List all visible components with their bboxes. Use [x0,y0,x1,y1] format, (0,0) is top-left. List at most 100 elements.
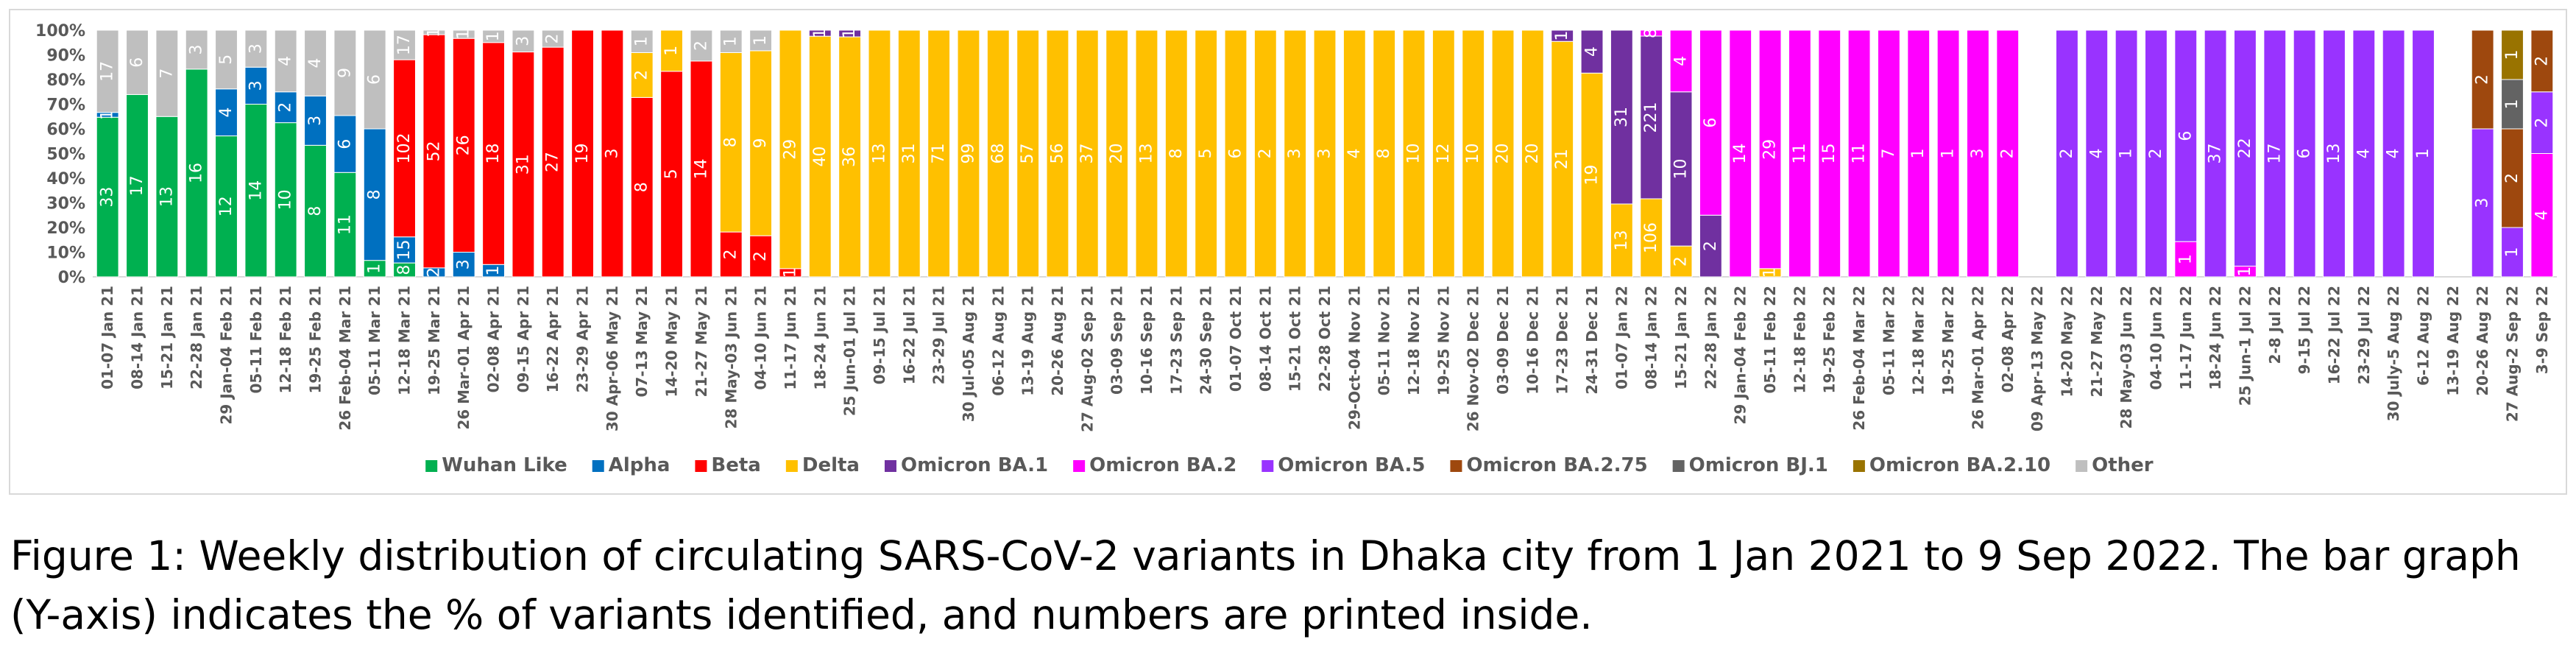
bar-segment-alpha [333,115,357,173]
bar-value-label: 2 [751,251,770,261]
bar-segment-delta [927,29,951,278]
bar-segment-wuhan-like [126,94,149,278]
legend-swatch [1262,460,1274,472]
bar-segment-omicron-ba-5 [2530,91,2554,154]
x-tick-label: 2-8 Jul 22 [2266,286,2284,364]
bar-segment-beta [452,38,475,253]
bar-segment-delta [1342,29,1366,278]
bar-group: 17 [2263,29,2287,278]
bar-segment-other [304,29,327,96]
bar-group: 4 2 2 [2530,29,2554,278]
bar-group: 1 22 [2234,29,2257,278]
legend-item-omicron-ba-2: Omicron BA.2 [1073,454,1236,476]
x-tick-label: 19-25 Feb 21 [307,286,325,393]
x-tick-label: 01-07 Jan 22 [1613,286,1630,389]
x-tick-label: 05-11 Feb 22 [1761,286,1779,393]
bar-segment-omicron-ba-2-75 [2471,29,2494,130]
x-tick-label: 12-18 Mar 22 [1910,286,1928,395]
x-tick-label: 22-28 Jan 21 [188,286,205,389]
bar-value-label: 6 [128,57,146,68]
bar-segment-beta [690,60,713,278]
bar-group: 56 [1046,29,1069,278]
bar-value-label: 3 [603,149,621,159]
bar-group: 2 10 4 [1669,29,1693,278]
bar-segment-other [512,29,535,53]
bar-segment-omicron-ba-2-75 [2530,29,2554,93]
bar-segment-delta [749,50,773,236]
bar-value-label: 11 [336,214,354,235]
bar-segment-delta [1521,29,1544,278]
bar-segment-beta [571,29,594,278]
bar-value-label: 2 [633,70,651,80]
bar-segment-wuhan-like [185,68,208,278]
bar-group: 1 29 [779,29,802,278]
bar-value-label: 6 [1226,149,1245,159]
bar-segment-omicron-ba-2 [1669,29,1693,93]
x-tick-label: 05-11 Feb 21 [247,286,265,393]
legend-item-omicron-ba-5: Omicron BA.5 [1262,454,1425,476]
bar-value-label: 4 [2385,149,2403,159]
bar-value-label: 1 [2236,267,2254,277]
bar-group: 11 6 9 [333,29,357,278]
bar-value-label: 102 [395,133,414,163]
x-tick-label: 18-24 Jun 22 [2207,286,2224,390]
bar-value-label: 14 [692,158,710,179]
x-tick-label: 28 May-03 Jun 21 [722,286,740,428]
bar-group: 1 18 1 [482,29,505,278]
legend-label: Omicron BA.1 [901,454,1048,476]
legend-swatch [1450,460,1462,472]
bar-segment-omicron-ba-2 [1996,29,2020,278]
bar-segment-omicron-ba-2 [1847,29,1871,278]
bar-value-label: 1 [2176,254,2195,264]
bar-segment-omicron-ba-1 [808,29,832,37]
x-tick-label: 16-22 Jul 21 [900,286,918,384]
y-tick-label: 90% [46,47,85,66]
x-tick-label: 16-22 Apr 21 [544,286,562,392]
bar-group: 14 [1729,29,1752,278]
bar-segment-other [96,29,119,113]
bar-value-label: 106 [1642,222,1660,253]
bar-segment-delta [1195,29,1218,278]
x-tick-label: 24-31 Dec 21 [1583,286,1601,395]
bar-value-label: 17 [99,61,117,82]
bar-value-label: 12 [1434,144,1453,164]
bar-segment-wuhan-like [333,172,357,278]
bar-segment-other [393,29,416,60]
bar-segment-other [155,29,179,117]
bar-segment-other [452,29,475,39]
bar-value-label: 57 [1019,144,1037,164]
x-tick-label: 23-29 Apr 21 [574,286,592,392]
bar-segment-delta [1491,29,1515,278]
bar-segment-omicron-ba-5 [2263,29,2287,278]
bar-segment-other [363,29,386,130]
x-tick-label: 29-Oct-04 Nov 21 [1345,286,1363,430]
x-tick-label: 11-17 Jun 22 [2177,286,2195,390]
bar-value-label: 3 [514,36,532,46]
bar-segment-other [274,29,297,93]
bar-value-label: 15 [395,239,414,260]
bar-value-label: 1 [455,29,473,40]
bar-group: 21 1 [1551,29,1574,278]
bar-group: 2 [1253,29,1277,278]
x-tick-label: 06-12 Aug 21 [989,286,1007,396]
legend-swatch [785,460,798,472]
bar-value-label: 2 [1672,256,1691,267]
x-tick-label: 20-26 Aug 22 [2474,286,2491,396]
bar-segment-omicron-ba-2 [1966,29,1989,278]
y-tick-label: 70% [46,96,85,115]
bar-group: 12 4 5 [215,29,238,278]
bar-value-label: 8 [366,189,384,200]
bar-segment-delta [1224,29,1248,278]
bar-value-label: 4 [1672,56,1691,66]
bar-value-label: 221 [1642,102,1660,133]
bar-group: 3 [1313,29,1337,278]
legend-item-beta: Beta [695,454,761,476]
bar-group: 31 3 [512,29,535,278]
bar-value-label: 9 [336,68,354,78]
bar-segment-delta [1402,29,1426,278]
bar-segment-omicron-ba-1 [838,29,862,38]
bar-group: 19 [571,29,594,278]
x-tick-label: 09 Apr-13 May 22 [2028,286,2046,431]
bar-group: 4 [2085,29,2109,278]
bar-value-label: 7 [158,68,176,79]
